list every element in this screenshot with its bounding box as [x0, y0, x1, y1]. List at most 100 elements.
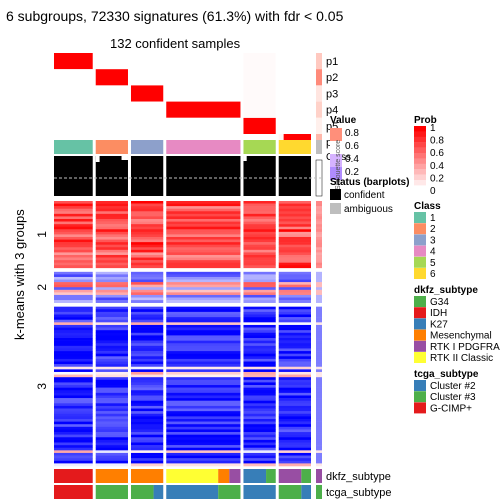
heatmap-cell	[278, 413, 311, 417]
tcga-annotation-segment	[243, 485, 276, 499]
heatmap-cell	[278, 395, 311, 399]
heatmap-cell	[95, 260, 128, 263]
heatmap-cell	[130, 289, 164, 293]
heatmap-cell	[243, 218, 276, 222]
class-legend-swatch	[414, 212, 426, 223]
heatmap-cell	[54, 297, 93, 301]
heatmap-cell	[95, 371, 128, 375]
heatmap-cell	[95, 265, 128, 269]
heatmap-cell	[316, 369, 322, 373]
heatmap-cell	[243, 335, 276, 339]
heatmap-cell	[130, 351, 164, 354]
heatmap-cell	[278, 335, 311, 339]
heatmap-cell	[316, 317, 322, 321]
heatmap-cell	[243, 216, 276, 220]
heatmap-cell	[54, 322, 93, 326]
heatmap-cell	[54, 408, 93, 412]
dkfz-annotation-segment	[95, 469, 128, 483]
heatmap-cell	[166, 314, 241, 318]
heatmap-cell	[54, 364, 93, 368]
heatmap-cell	[130, 309, 164, 313]
heatmap-cell	[95, 297, 128, 301]
heatmap-cell	[130, 434, 164, 438]
heatmap-cell	[130, 226, 164, 230]
heatmap-cell	[130, 408, 164, 412]
heatmap-cell	[316, 282, 322, 285]
heatmap-cell	[278, 224, 311, 227]
heatmap-cell	[95, 322, 128, 326]
heatmap-cell	[243, 284, 276, 288]
tcga-annotation-label: tcga_subtype	[326, 487, 391, 499]
heatmap-cell	[95, 387, 128, 391]
heatmap-cell	[278, 458, 311, 462]
heatmap-cell	[54, 340, 93, 344]
heatmap-cell	[130, 229, 164, 233]
heatmap-cell	[95, 379, 128, 383]
heatmap-cell	[243, 408, 276, 412]
heatmap-cell	[130, 392, 164, 396]
heatmap-cell	[278, 369, 311, 373]
heatmap-cell	[278, 387, 311, 391]
silhouette-barplot	[54, 156, 323, 197]
heatmap-cell	[278, 392, 311, 396]
heatmap-cell	[243, 330, 276, 334]
heatmap-cell	[54, 447, 93, 451]
heatmap-cell	[54, 426, 93, 430]
class-legend-swatch	[414, 223, 426, 235]
heatmap-cell	[166, 452, 241, 456]
heatmap-cell	[243, 385, 276, 388]
heatmap-cell	[316, 463, 322, 467]
heatmap-cell	[278, 311, 311, 315]
class-legend-swatch	[414, 234, 426, 246]
heatmap-cell	[54, 231, 93, 235]
heatmap-cell	[95, 271, 128, 275]
class-legend-swatch	[414, 268, 426, 279]
heatmap-cell	[166, 292, 241, 296]
membership-cell	[243, 117, 276, 134]
heatmap-cell	[95, 335, 128, 339]
dkfz-legend-swatch	[414, 318, 426, 330]
heatmap-cell	[166, 361, 241, 365]
class-bar-segment	[278, 140, 311, 154]
heatmap-cell	[130, 403, 164, 407]
heatmap-cell	[54, 455, 93, 459]
heatmap-cell	[166, 287, 241, 291]
heatmap-cell	[54, 249, 93, 253]
status-legend-swatch	[330, 189, 341, 200]
heatmap-cell	[243, 455, 276, 459]
heatmap-cell	[278, 327, 311, 331]
heatmap-cell	[316, 206, 322, 210]
heatmap-cell	[278, 353, 311, 357]
row-group-label: 3	[35, 383, 49, 390]
heatmap-cell	[95, 450, 128, 454]
heatmap-cell	[243, 249, 276, 253]
heatmap-cell	[166, 201, 241, 204]
heatmap-cell	[278, 421, 311, 425]
heatmap-cell	[95, 463, 128, 467]
tcga-annotation-segment	[54, 485, 93, 499]
heatmap-cell	[95, 424, 128, 428]
heatmap-cell	[166, 364, 241, 368]
heatmap-cell	[243, 390, 276, 394]
heatmap-cell	[316, 335, 322, 339]
heatmap-cell	[243, 203, 276, 207]
heatmap-cell	[278, 231, 311, 235]
heatmap-cell	[316, 413, 322, 417]
heatmap-cell	[278, 403, 311, 407]
heatmap-cell	[95, 208, 128, 212]
membership-cell	[54, 85, 93, 102]
heatmap-cell	[316, 211, 322, 215]
heatmap-cell	[130, 416, 164, 420]
heatmap-cell	[243, 377, 276, 381]
heatmap-cell	[243, 314, 276, 318]
heatmap-cell	[166, 426, 241, 430]
heatmap-cell	[166, 327, 241, 331]
heatmap-cell	[166, 408, 241, 412]
dkfz-annotation-label: dkfz_subtype	[326, 471, 391, 483]
heatmap-cell	[243, 239, 276, 243]
heatmap-cell	[54, 377, 93, 381]
heatmap-cell	[130, 387, 164, 391]
heatmap-cell	[316, 385, 322, 388]
heatmap-cell	[54, 338, 93, 341]
